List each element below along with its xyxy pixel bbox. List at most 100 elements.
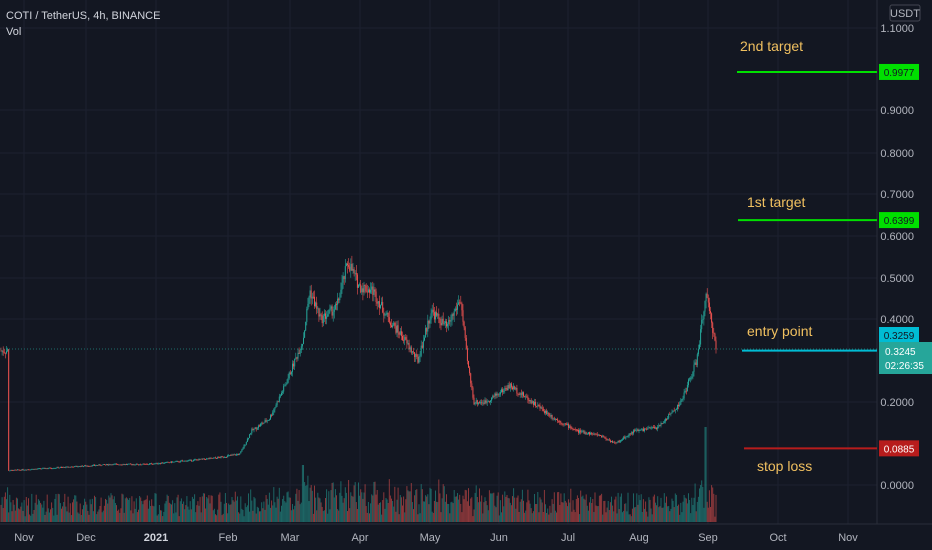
level-annotation: 1st target — [747, 194, 805, 210]
candle-body — [256, 428, 258, 430]
volume-bar — [312, 513, 314, 522]
candle-body — [614, 441, 616, 443]
volume-bar — [619, 496, 621, 522]
volume-bar — [117, 510, 119, 522]
currency-badge[interactable] — [889, 4, 921, 22]
volume-bar — [407, 490, 409, 522]
candle-body — [310, 290, 312, 299]
volume-bar — [419, 513, 421, 522]
candle-body — [476, 400, 478, 405]
candle-body — [469, 367, 471, 374]
candle-body — [627, 436, 629, 437]
volume-bar — [183, 501, 185, 522]
volume-bar — [380, 502, 381, 522]
candle-body — [90, 465, 92, 467]
volume-bar — [188, 509, 190, 522]
volume-bar — [54, 498, 56, 522]
volume-bar — [232, 500, 234, 522]
candle-body — [402, 335, 403, 340]
volume-bar — [680, 502, 682, 522]
volume-bar — [201, 496, 203, 522]
volume-bar — [510, 505, 512, 522]
candle-body — [501, 389, 502, 392]
volume-bar — [650, 508, 652, 522]
volume-bar — [624, 503, 626, 522]
volume-bar — [597, 506, 599, 522]
volume-bar — [169, 503, 171, 522]
candle-body — [47, 468, 49, 470]
volume-bar — [217, 509, 219, 522]
volume-bar — [178, 516, 180, 522]
volume-bar — [417, 514, 419, 522]
candle-body — [407, 343, 409, 344]
volume-bar — [606, 507, 608, 522]
volume-bar — [498, 515, 500, 522]
candle-body — [464, 327, 466, 338]
volume-bar — [375, 494, 377, 522]
candle-body — [635, 430, 637, 432]
candle-body — [512, 387, 513, 390]
candle-body — [284, 385, 286, 387]
volume-bar — [416, 489, 418, 522]
volume-bar — [130, 510, 132, 522]
volume-bar — [289, 497, 291, 522]
candle-body — [316, 302, 318, 309]
volume-bar — [265, 495, 267, 522]
candle-body — [230, 455, 232, 456]
candle-body — [328, 309, 330, 315]
candle-body — [119, 464, 121, 466]
candle-body — [414, 352, 416, 357]
candle-body — [207, 458, 209, 460]
level-price-tag — [879, 212, 919, 229]
volume-bar — [4, 492, 6, 522]
candle-body — [666, 418, 667, 420]
volume-bar — [197, 501, 199, 522]
candle-body — [578, 430, 579, 433]
volume-bar — [277, 498, 279, 522]
candle-body — [295, 357, 297, 359]
volume-bar — [308, 501, 310, 522]
candle-body — [679, 404, 681, 407]
volume-bar — [230, 504, 232, 522]
volume-bar — [663, 493, 665, 522]
candle-body — [466, 348, 468, 361]
candle-body — [415, 353, 417, 357]
volume-bar — [283, 495, 285, 522]
candle-body — [319, 314, 321, 317]
candle-body — [151, 463, 153, 465]
volume-bar — [617, 492, 619, 522]
volume-bar — [692, 505, 694, 522]
volume-bar — [552, 503, 554, 522]
candle-body — [547, 412, 549, 414]
volume-bar — [320, 502, 322, 522]
candle-body — [419, 355, 421, 357]
volume-bar — [538, 512, 540, 522]
volume-bar — [229, 504, 231, 522]
candle-body — [262, 423, 264, 425]
volume-bar — [638, 495, 640, 522]
candle-body — [178, 461, 180, 463]
candle-body — [26, 469, 28, 471]
volume-bar — [706, 501, 708, 522]
volume-bar — [155, 493, 157, 522]
candle-body — [327, 314, 329, 317]
volume-bar — [383, 492, 385, 522]
volume-bar — [348, 480, 350, 522]
volume-bar — [176, 497, 178, 522]
volume-bar — [470, 498, 472, 522]
volume-bar — [168, 502, 170, 522]
volume-bar — [40, 502, 42, 522]
volume-bar — [295, 493, 297, 522]
candle-body — [462, 310, 464, 322]
volume-bar — [21, 502, 23, 522]
candle-body — [598, 434, 600, 436]
symbol-title: COTI / TetherUS, 4h, BINANCE — [6, 10, 160, 22]
candle-body — [288, 372, 290, 379]
last-price-value: 0.3245 — [885, 347, 916, 358]
volume-bar — [700, 485, 702, 522]
candle-body — [63, 466, 65, 468]
volume-bar — [171, 504, 172, 522]
volume-bar — [485, 500, 487, 522]
candle-body — [486, 401, 488, 403]
